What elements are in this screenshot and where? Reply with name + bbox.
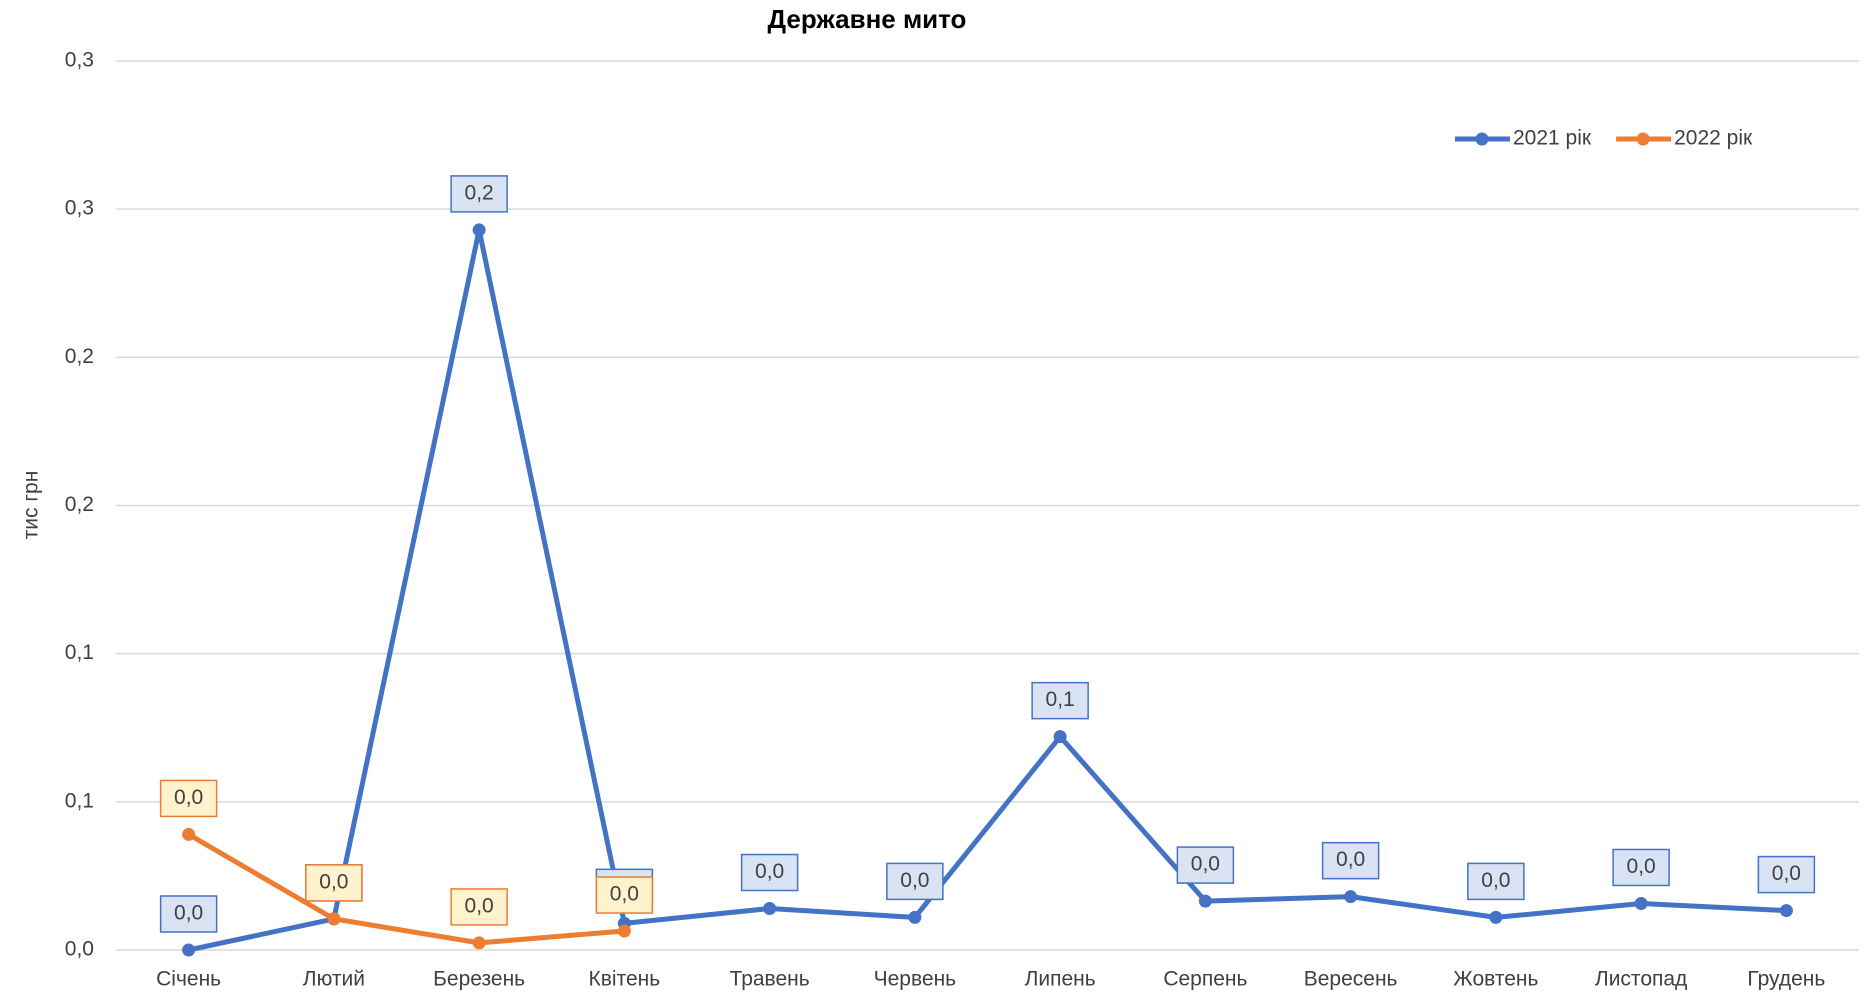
y-tick-label: 0,1: [65, 789, 94, 812]
data-label-box: [1031, 681, 1089, 720]
x-tick-label: Листопад: [1595, 968, 1687, 991]
point: [182, 943, 196, 957]
data-label-box: [1176, 846, 1235, 884]
x-tick-label: Травень: [730, 968, 810, 991]
point: [1634, 896, 1648, 910]
data-label: 0,0: [174, 902, 203, 925]
y-axis-label: тис грн: [20, 471, 43, 540]
data-label-box: [595, 876, 654, 914]
data-label: 0,0: [1481, 869, 1510, 892]
legend-label: 2021 рік: [1513, 127, 1592, 150]
x-tick-label: Березень: [433, 968, 525, 991]
point: [182, 827, 196, 841]
point: [1198, 894, 1212, 908]
data-label: 0,0: [1627, 855, 1656, 878]
x-tick-label: Вересень: [1304, 968, 1398, 991]
legend-marker: [1636, 132, 1650, 146]
data-label: 0,0: [900, 869, 929, 892]
series-line: [188, 227, 1787, 953]
data-label: 0,0: [1772, 862, 1801, 885]
x-tick-label: Грудень: [1747, 968, 1825, 991]
data-label: 0,0: [465, 894, 494, 917]
data-label: 0,0: [1336, 848, 1365, 871]
data-label-box: [886, 862, 944, 901]
legend-label: 2022 рік: [1674, 127, 1753, 150]
x-tick-label: Червень: [874, 968, 957, 991]
data-label-box: [450, 888, 508, 926]
data-label-box: [1757, 855, 1816, 894]
y-tick-label: 0,2: [65, 345, 94, 368]
data-label-box: [1321, 841, 1380, 880]
x-tick-label: Квітень: [589, 968, 661, 991]
point: [1489, 910, 1503, 924]
y-tick-label: 0,1: [65, 641, 94, 664]
y-tick-label: 0,3: [65, 49, 94, 72]
data-label-box: [740, 853, 799, 892]
data-label-box: [1467, 862, 1525, 901]
point: [908, 910, 922, 924]
data-label-box: [159, 895, 218, 933]
point: [1344, 890, 1358, 904]
data-label-box: [1612, 848, 1670, 887]
point: [327, 912, 341, 926]
point: [1779, 904, 1793, 918]
x-tick-label: Жовтень: [1453, 968, 1538, 991]
y-tick-label: 0,3: [65, 197, 94, 220]
data-label: 0,0: [755, 860, 784, 883]
x-tick-label: Січень: [156, 968, 221, 991]
data-label: 0,0: [319, 870, 348, 893]
data-label-box: [305, 864, 363, 902]
y-tick-label: 0,2: [65, 493, 94, 516]
chart-title: Державне мито: [768, 4, 967, 34]
point: [472, 936, 486, 950]
x-tick-label: Липень: [1025, 968, 1096, 991]
x-tick-label: Серпень: [1163, 968, 1247, 991]
data-label-box: [450, 175, 508, 213]
point: [617, 924, 631, 938]
data-label: 0,0: [610, 883, 639, 906]
y-tick-label: 0,0: [65, 938, 94, 961]
data-label: 0,0: [1191, 853, 1220, 876]
data-label-box: [159, 779, 218, 818]
data-label: 0,2: [465, 181, 494, 204]
x-tick-label: Лютий: [303, 968, 365, 991]
point: [1053, 730, 1067, 744]
series-line: [187, 832, 625, 946]
legend-marker: [1475, 132, 1489, 146]
data-label: 0,0: [174, 786, 203, 809]
point: [472, 223, 486, 237]
data-label: 0,1: [1046, 688, 1075, 711]
point: [763, 902, 777, 916]
